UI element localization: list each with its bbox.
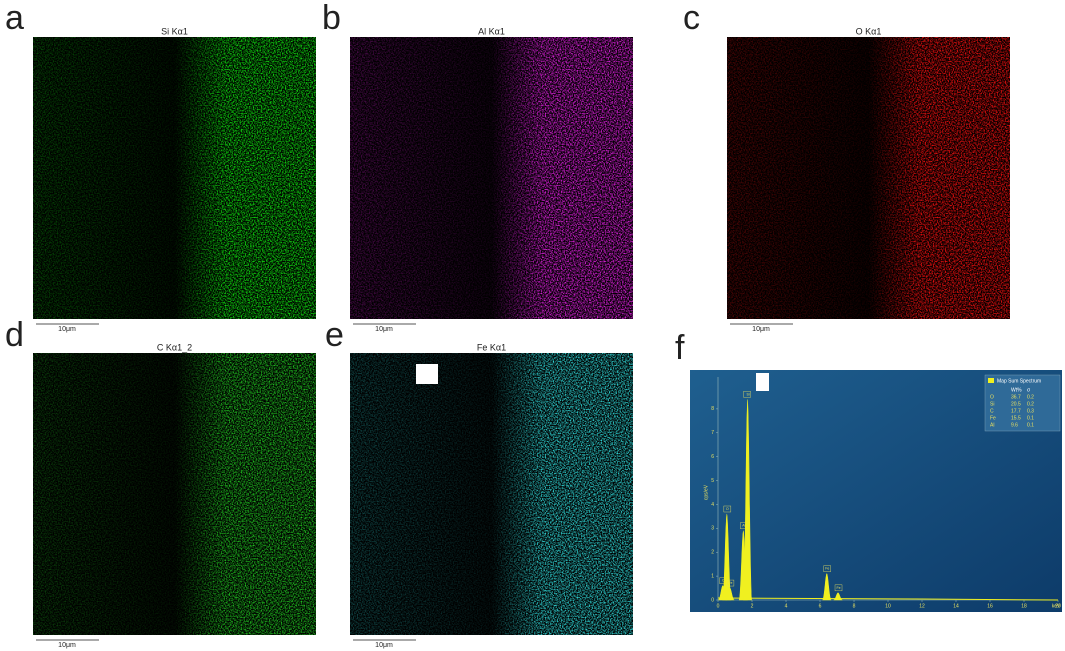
map-title: Si Kα1 <box>161 26 188 36</box>
peak-label-box <box>743 391 751 398</box>
table-cell: 0.1 <box>1027 415 1034 421</box>
table-cell: 9.6 <box>1011 422 1018 428</box>
x-tick-label: 10 <box>885 603 891 609</box>
peak-label: Si <box>747 392 750 396</box>
peak-label: C <box>722 579 725 583</box>
table-cell: C <box>990 408 994 414</box>
panel-letter: e <box>325 316 344 354</box>
x-tick-label: 16 <box>987 603 993 609</box>
element-map <box>350 353 633 635</box>
spectrum-peak <box>725 587 735 601</box>
peak-label-box <box>834 584 843 592</box>
map-title: Al Kα1 <box>478 26 505 36</box>
map-title: O Kα1 <box>856 26 882 36</box>
table-cell: 36.7 <box>1011 394 1021 400</box>
panel-letter: d <box>5 316 24 354</box>
y-tick-label: 8 <box>711 406 714 412</box>
spectrum-peak <box>833 592 843 601</box>
table-cell: Al <box>990 422 994 428</box>
table-cell: 0.2 <box>1027 401 1034 407</box>
x-tick-label: 0 <box>717 603 720 609</box>
x-tick-label: 12 <box>919 603 925 609</box>
panel-letter: b <box>322 0 341 37</box>
baseline <box>717 597 1059 601</box>
peak-label-box <box>726 579 735 587</box>
table-header: Wt% <box>1011 387 1022 393</box>
table-cell: Si <box>990 401 994 407</box>
scale-bar-label: 10μm <box>58 642 76 649</box>
element-map <box>727 37 1010 319</box>
y-tick-label: 1 <box>711 573 714 579</box>
table-cell: 20.5 <box>1011 401 1021 407</box>
x-tick-label: 6 <box>819 603 822 609</box>
table-cell: 15.5 <box>1011 415 1021 421</box>
peak-label-box <box>823 565 831 572</box>
y-tick-label: 0 <box>711 597 714 603</box>
panel-letter: f <box>675 329 685 367</box>
panel-letter: c <box>683 0 700 37</box>
scale-bar-label: 10μm <box>58 326 76 333</box>
peak-label: Al <box>742 524 745 528</box>
x-tick-label: 18 <box>1021 603 1027 609</box>
table-cell: Fe <box>990 415 996 421</box>
x-tick-label: 20 <box>1055 603 1061 609</box>
scale-bar-label: 10μm <box>375 326 393 333</box>
peak-label: Fe <box>836 586 840 590</box>
x-tick-label: 14 <box>953 603 959 609</box>
marker <box>756 373 769 391</box>
table-cell: 0.1 <box>1027 422 1034 428</box>
map-title: C Kα1_2 <box>157 342 192 352</box>
marker <box>416 364 438 384</box>
scale-bar-label: 10μm <box>375 642 393 649</box>
table-cell: 17.7 <box>1011 408 1021 414</box>
element-map <box>350 37 633 319</box>
peak-label-box <box>723 505 732 513</box>
table-cell: 0.3 <box>1027 408 1034 414</box>
element-map <box>33 353 316 635</box>
y-tick-label: 3 <box>711 526 714 532</box>
x-tick-label: 2 <box>751 603 754 609</box>
x-tick-label: 8 <box>853 603 856 609</box>
table-cell: 0.2 <box>1027 394 1034 400</box>
peak-label: Fe <box>825 567 829 571</box>
x-tick-label: 4 <box>785 603 788 609</box>
table-cell: O <box>990 394 994 400</box>
legend-label: Map Sum Spectrum <box>997 378 1041 384</box>
panel-letter: a <box>5 0 24 37</box>
y-tick-label: 5 <box>711 478 714 484</box>
map-title: Fe Kα1 <box>477 342 506 352</box>
peak-label: O <box>726 507 729 511</box>
table-header: σ <box>1027 387 1031 393</box>
x-axis-label: keV <box>1052 603 1061 609</box>
legend-swatch <box>988 378 994 383</box>
y-axis-label: cps/eV <box>703 484 709 500</box>
legend-box <box>984 374 1061 432</box>
peak-label: Fe <box>728 581 732 585</box>
y-tick-label: 4 <box>711 502 714 508</box>
scale-bar-label: 10μm <box>752 326 770 333</box>
element-map <box>33 37 316 319</box>
y-tick-label: 7 <box>711 430 714 436</box>
y-tick-label: 6 <box>711 454 714 460</box>
y-tick-label: 2 <box>711 550 714 556</box>
spectrum-peak <box>822 573 832 601</box>
spectrum-peak <box>742 399 753 601</box>
